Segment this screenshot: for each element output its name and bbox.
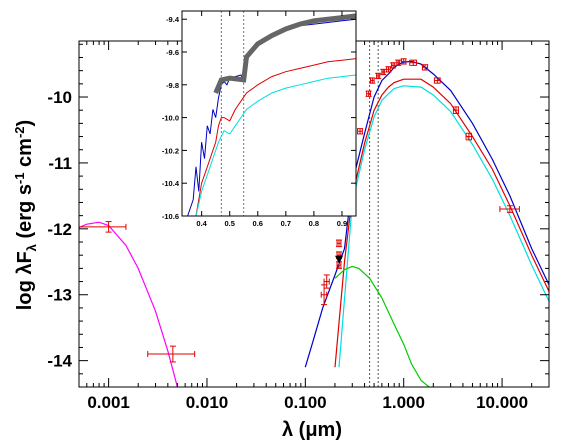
x-tick-label: 0.100 (284, 393, 327, 412)
data-point (385, 66, 392, 73)
data-point (380, 68, 387, 76)
inset-y-tick-label: -9.8 (166, 81, 179, 90)
inset-x-tick-label: 0.9 (337, 219, 347, 228)
x-tick-label: 1.000 (382, 393, 425, 412)
svg-text:log λFλ (erg s-1 cm-2): log λFλ (erg s-1 cm-2) (12, 120, 39, 310)
inset-series-line-3 (195, 74, 356, 216)
y-tick-label: -12 (47, 220, 72, 239)
inset-y-tick-label: -9.6 (166, 48, 179, 57)
inset-x-tick-label: 0.5 (224, 219, 234, 228)
inset-y-tick-label: -10.0 (162, 114, 179, 123)
inset-y-tick-label: -10.6 (162, 212, 179, 221)
data-point (395, 59, 402, 66)
data-point (323, 274, 330, 289)
inset-x-tick-label: 0.8 (309, 219, 319, 228)
y-tick-label: -14 (47, 352, 72, 371)
inset-series-line-1 (213, 13, 356, 94)
data-point (400, 58, 407, 65)
data-point (369, 77, 376, 84)
inset-x-tick-label: 0.4 (196, 219, 207, 228)
inset-plot: 0.4 0.5 0.6 0.7 0.8 0.9 -10.6 -10.4 -10.2 -10.0 -9… (162, 10, 357, 228)
y-axis-title: log λFλ (erg s-1 cm-2) (12, 120, 39, 310)
data-point (499, 205, 520, 213)
x-tick-label: 10.000 (476, 393, 528, 412)
data-point (390, 62, 397, 69)
data-point (336, 239, 343, 248)
inset-x-tick-label: 0.7 (281, 219, 291, 228)
data-point (465, 132, 473, 141)
inset-y-tick-label: -9.4 (166, 15, 180, 24)
data-point (320, 284, 328, 306)
inset-y-tick-label: -10.2 (162, 146, 179, 155)
inset-background (182, 11, 356, 216)
series-line-2 (334, 78, 549, 368)
inset-x-tick-label: 0.6 (253, 219, 263, 228)
data-point (365, 90, 372, 97)
data-points (78, 58, 520, 363)
series-line-3 (338, 85, 549, 368)
data-point (357, 128, 364, 135)
upper-limit-marker (335, 255, 344, 264)
x-tick-label: 0.001 (87, 393, 130, 412)
data-point (433, 77, 441, 84)
data-point (452, 106, 459, 114)
data-point (147, 345, 196, 363)
data-point (421, 64, 429, 71)
y-ticks (79, 43, 549, 388)
y-tick-label: -10 (47, 88, 72, 107)
inset-y-tick-label: -10.4 (162, 179, 180, 188)
x-axis-title: λ (μm) (282, 419, 342, 441)
inset-series-line-2 (195, 58, 356, 216)
data-point (409, 59, 418, 66)
data-point (375, 72, 382, 80)
series-line-4 (334, 265, 431, 387)
series-line-0 (79, 221, 178, 387)
inset-frame (181, 10, 357, 217)
x-tick-label: 0.010 (186, 393, 229, 412)
y-tick-label: -11 (48, 154, 72, 173)
inset-curves (187, 13, 356, 216)
y-tick-label: -13 (47, 286, 72, 305)
